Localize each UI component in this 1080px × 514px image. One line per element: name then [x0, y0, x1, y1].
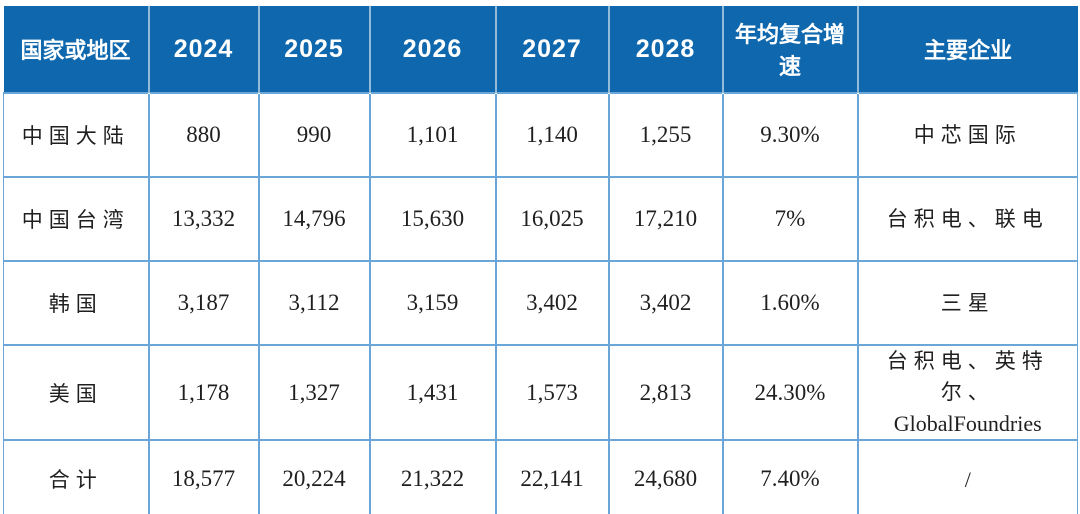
cell-text: 3,402	[639, 290, 692, 315]
companies-line: 台积电、英特尔、	[886, 349, 1049, 404]
cell-text: 中国台湾	[21, 208, 130, 232]
table-row: 美国 1,178 1,327 1,431 1,573 2,813 24.30% 台积电、英特尔…	[3, 344, 1078, 441]
cell-text: 880	[186, 122, 221, 147]
cell-text: 1,140	[526, 122, 578, 147]
cell-text: 韩国	[48, 292, 103, 316]
value-cell: 3,187	[147, 260, 260, 346]
companies-cell: 台积电、英特尔、 GlobalFoundries	[856, 344, 1078, 441]
value-cell: 24,680	[607, 439, 724, 514]
column-header: 2026	[369, 6, 497, 93]
table-row: 合计 18,577 20,224 21,322 22,141 24,680 7.40% /	[3, 439, 1078, 514]
column-header: 主要企业	[857, 6, 1078, 93]
cell-text: 15,630	[400, 206, 465, 231]
cell-text: 20,224	[282, 466, 346, 491]
value-cell: 22,141	[494, 439, 610, 514]
cell-text: 21,322	[400, 466, 465, 491]
foundry-capacity-table: 国家或地区 2024 2025 2026 2027 2028 年均复合增速 主要企业中国大陆 8…	[3, 6, 1078, 514]
value-cell: 9.30%	[721, 92, 859, 178]
region-cell: 中国大陆	[3, 92, 150, 178]
companies-line: /	[964, 466, 971, 492]
cell-text: 3,187	[177, 290, 230, 315]
cell-text: 1,431	[406, 379, 459, 405]
value-cell: 1,255	[607, 92, 724, 178]
cell-text: 16,025	[520, 206, 584, 231]
cell-text: 3,159	[406, 290, 459, 315]
cell-text: 13,332	[171, 206, 236, 231]
column-header: 2028	[608, 6, 724, 93]
companies-line: 中芯国际	[913, 122, 1022, 147]
companies-line: GlobalFoundries	[893, 411, 1042, 436]
value-cell: 3,402	[607, 260, 724, 346]
cell-text: 24.30%	[754, 379, 826, 405]
cell-text: 1,178	[177, 379, 230, 405]
column-header: 国家或地区	[3, 6, 150, 93]
value-cell: 13,332	[147, 176, 260, 262]
cell-text: 1,101	[406, 122, 459, 147]
value-cell: 7.40%	[721, 439, 859, 514]
companies-cell: 三星	[856, 260, 1078, 346]
cell-text: 中国大陆	[21, 124, 130, 148]
cell-text: 1,327	[288, 379, 340, 405]
table-row: 中国大陆 880 990 1,101 1,140 1,255 9.30% 中芯国际	[3, 92, 1078, 178]
cell-text: 1,255	[639, 122, 692, 147]
region-cell: 美国	[3, 344, 150, 441]
value-cell: 3,402	[494, 260, 610, 346]
cell-text: 7%	[774, 206, 806, 231]
cell-text: 22,141	[520, 466, 584, 491]
column-header: 年均复合增速	[722, 6, 859, 93]
value-cell: 17,210	[607, 176, 724, 262]
value-cell: 3,112	[257, 260, 371, 346]
column-header: 2024	[148, 6, 260, 93]
region-cell: 合计	[3, 439, 150, 514]
value-cell: 2,813	[607, 344, 724, 441]
column-header: 2025	[258, 6, 371, 93]
cell-text: 7.40%	[760, 466, 820, 491]
cell-text: 24,680	[633, 466, 698, 491]
companies-cell: /	[856, 439, 1078, 514]
companies-cell: 中芯国际	[856, 92, 1078, 178]
value-cell: 1,140	[494, 92, 610, 178]
value-cell: 16,025	[494, 176, 610, 262]
cell-text: 3,402	[526, 290, 578, 315]
value-cell: 1.60%	[721, 260, 859, 346]
companies-line: 台积电、联电	[886, 206, 1049, 231]
header-row: 国家或地区 2024 2025 2026 2027 2028 年均复合增速 主要企业	[3, 6, 1078, 93]
value-cell: 18,577	[147, 439, 260, 514]
table-row: 中国台湾 13,332 14,796 15,630 16,025 17,210 7% 台积电、…	[3, 176, 1078, 262]
value-cell: 7%	[721, 176, 859, 262]
companies-cell: 台积电、联电	[856, 176, 1078, 262]
value-cell: 880	[147, 92, 260, 178]
cell-text: 2,813	[639, 379, 692, 405]
region-cell: 韩国	[3, 260, 150, 346]
region-cell: 中国台湾	[3, 176, 150, 262]
value-cell: 14,796	[257, 176, 371, 262]
cell-text: 17,210	[633, 206, 698, 231]
cell-text: 18,577	[171, 466, 236, 491]
value-cell: 990	[257, 92, 371, 178]
cell-text: 14,796	[282, 206, 346, 231]
data-table: 国家或地区 2024 2025 2026 2027 2028 年均复合增速 主要企业中国大陆 8…	[3, 6, 1078, 514]
cell-text: 9.30%	[760, 122, 820, 147]
cell-text: 美国	[48, 381, 103, 406]
cell-text: 1.60%	[760, 290, 820, 315]
cell-text: 合计	[48, 468, 103, 492]
cell-text: 990	[296, 122, 332, 147]
cell-text: 3,112	[288, 290, 340, 315]
value-cell: 1,573	[494, 344, 610, 441]
value-cell: 24.30%	[721, 344, 859, 441]
column-header: 2027	[495, 6, 610, 93]
table-row: 韩国 3,187 3,112 3,159 3,402 3,402 1.60% 三星	[3, 260, 1078, 346]
value-cell: 1,431	[368, 344, 497, 441]
value-cell: 3,159	[368, 260, 497, 346]
value-cell: 20,224	[257, 439, 371, 514]
value-cell: 21,322	[368, 439, 497, 514]
cell-text: 1,573	[526, 379, 578, 405]
value-cell: 1,101	[368, 92, 497, 178]
value-cell: 15,630	[368, 176, 497, 262]
value-cell: 1,178	[147, 344, 260, 441]
companies-line: 三星	[940, 290, 995, 315]
value-cell: 1,327	[257, 344, 371, 441]
